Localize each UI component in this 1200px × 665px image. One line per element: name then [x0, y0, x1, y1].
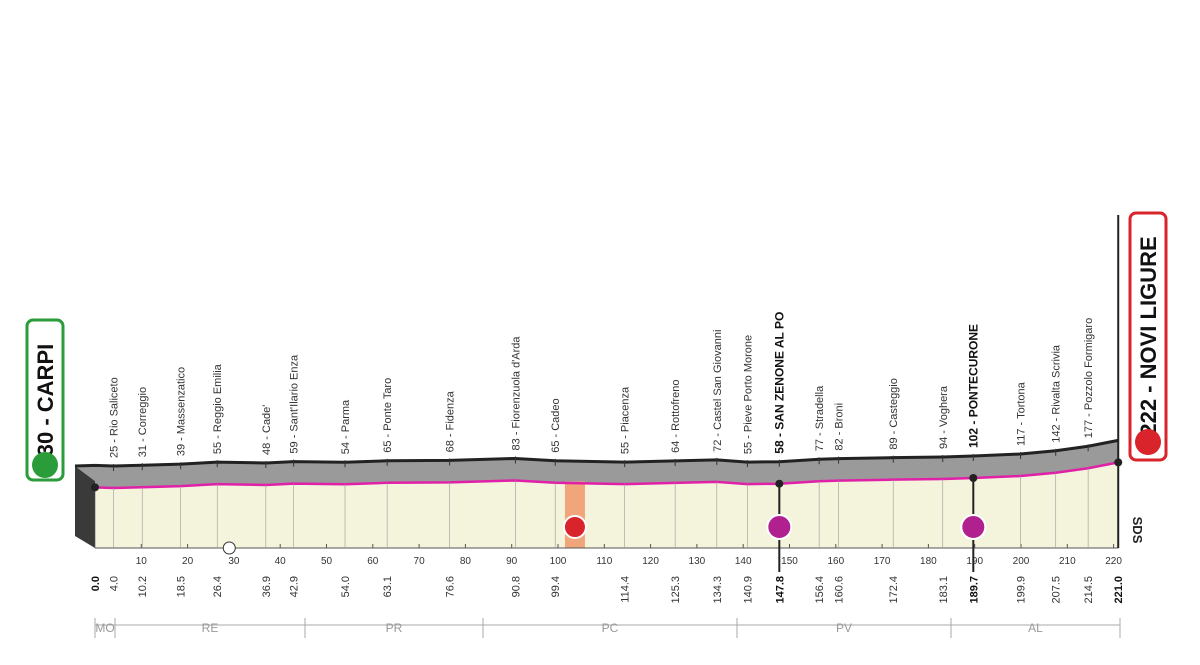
- axis-tick-label: 210: [1059, 556, 1076, 567]
- km-label: 4.0: [109, 576, 121, 591]
- start-box: [25, 318, 65, 482]
- km-label: 54.0: [340, 576, 352, 597]
- waypoint-label: 55 - Piacenza: [620, 386, 632, 454]
- axis-tick-label: 90: [506, 556, 518, 567]
- waypoint-label: 59 - Sant'Ilario Enza: [289, 354, 301, 454]
- province-label: PC: [602, 621, 619, 635]
- start-label: 30 - CARPI: [33, 344, 58, 456]
- axis-tick-label: 120: [642, 556, 659, 567]
- finish-icon: [1135, 429, 1161, 455]
- km-label: 214.5: [1083, 576, 1095, 604]
- km-label: 0.0: [90, 576, 102, 591]
- axis-tick-label: 30: [228, 556, 240, 567]
- km-label: 10.2: [137, 576, 149, 597]
- waypoint-label: 82 - Broni: [834, 403, 846, 451]
- km-label: 42.9: [289, 576, 301, 597]
- start-point: [91, 483, 99, 492]
- axis-tick-label: 190: [966, 556, 983, 567]
- waypoint-label: 83 - Fiorenzuola d'Arda: [510, 336, 522, 451]
- axis-tick-label: 140: [735, 556, 752, 567]
- axis-tick-label: 110: [596, 556, 612, 567]
- axis-tick-label: 200: [1013, 556, 1030, 567]
- km-label: 90.8: [510, 576, 522, 597]
- km-label: 207.5: [1051, 576, 1063, 604]
- km-label: 172.4: [888, 576, 900, 604]
- axis-tick-label: 180: [920, 556, 937, 567]
- axis-tick-label: 130: [689, 556, 706, 567]
- waypoint-label: 58 - SAN ZENONE AL PO: [772, 312, 786, 454]
- province-label: PR: [386, 621, 403, 635]
- province-label: RE: [202, 621, 219, 635]
- waypoint-label: 39 - Massenzatico: [176, 367, 188, 456]
- km-label: 99.4: [550, 576, 562, 597]
- finish-box: [1128, 211, 1168, 462]
- km-label: 199.9: [1016, 576, 1028, 604]
- km-label: 147.8: [774, 576, 786, 604]
- waypoint-label: 77 - Stradella: [814, 385, 826, 451]
- waypoint-label: 117 - Tortona: [1016, 381, 1028, 446]
- waypoint-label: 142 - Rivalta Scrivia: [1051, 344, 1063, 443]
- waypoint-label: 94 - Voghera: [938, 385, 950, 449]
- km-label: 26.4: [212, 576, 224, 597]
- km-label: 36.9: [261, 576, 273, 597]
- feed-icon: [562, 515, 587, 539]
- waypoint-label: 68 - Fidenza: [445, 390, 457, 452]
- km-label: 160.6: [834, 576, 846, 604]
- waypoint-label: 89 - Casteggio: [888, 378, 900, 450]
- km-label: 18.5: [176, 576, 188, 597]
- waypoint-label: 64 - Rottofreno: [670, 380, 682, 453]
- axis-tick-label: 70: [414, 556, 426, 567]
- axis-tick-label: 100: [550, 556, 567, 567]
- km-label: 76.6: [445, 576, 457, 597]
- km-label: 156.4: [814, 576, 826, 604]
- axis-tick-label: 50: [321, 556, 333, 567]
- sprint-point: [969, 473, 978, 482]
- waypoint-label: 31 - Correggio: [137, 387, 149, 457]
- waypoint-label: 55 - Pieve Porto Morone: [742, 335, 754, 454]
- axis-tick-label: 160: [827, 556, 844, 567]
- waypoint-label: 72 - Castel San Giovanni: [712, 330, 724, 452]
- axis-tick-label: 150: [781, 556, 798, 567]
- km-label: 63.1: [382, 576, 394, 597]
- start-icon: [32, 452, 58, 478]
- sprint-icon: [960, 514, 987, 540]
- axis-tick-label: 20: [182, 556, 194, 567]
- axis-tick-label: 40: [275, 556, 287, 567]
- axis-tick-label: 60: [367, 556, 379, 567]
- logo: SDS: [1130, 517, 1145, 544]
- province-label: AL: [1028, 621, 1043, 635]
- km-label: 125.3: [670, 576, 682, 604]
- waypoint-label: 54 - Parma: [340, 399, 352, 454]
- rail-icon: [222, 541, 236, 555]
- waypoint-label: 55 - Reggio Emilia: [212, 363, 224, 454]
- waypoint-label: 65 - Cadeo: [550, 398, 562, 452]
- finish-label: 222 - NOVI LIGURE: [1136, 236, 1161, 435]
- km-label: 114.4: [620, 576, 632, 603]
- km-label: 189.7: [968, 576, 980, 604]
- waypoint-label: 65 - Ponte Taro: [382, 378, 394, 453]
- waypoint-label: 177 - Pozzolo Formigaro: [1083, 318, 1095, 438]
- sprint-point: [775, 479, 784, 488]
- waypoint-label: 48 - Cade': [261, 405, 273, 455]
- waypoint-label: 25 - Rio Saliceto: [109, 377, 121, 458]
- province-label: PV: [836, 621, 852, 635]
- km-label: 134.3: [712, 576, 724, 604]
- km-label: 221.0: [1113, 576, 1125, 604]
- waypoint-label: 102 - PONTECURONE: [966, 324, 980, 448]
- axis-tick-label: 10: [136, 556, 148, 567]
- axis-tick-label: 220: [1105, 556, 1122, 567]
- axis-tick-label: 80: [460, 556, 472, 567]
- km-label: 183.1: [938, 576, 950, 604]
- profile-top: [75, 440, 1119, 488]
- km-label: 140.9: [742, 576, 754, 604]
- province-label: MO: [95, 621, 114, 635]
- axis-tick-label: 170: [874, 556, 891, 567]
- sprint-icon: [766, 514, 793, 540]
- profile-line: [94, 461, 1119, 490]
- profile-side: [75, 466, 95, 548]
